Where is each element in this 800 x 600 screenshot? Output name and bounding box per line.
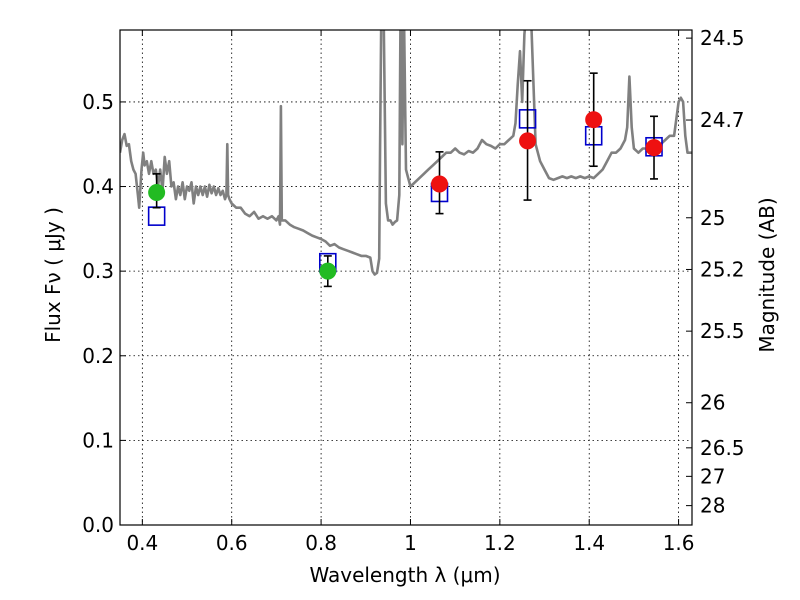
observed-flux-point	[319, 262, 337, 280]
tick-layer: 0.4 0.6 0.8 1 1.2 1.4 1.6 0.0 0.1 0.2 0.3 0.4 0.5 24.…	[82, 26, 744, 555]
y-tick-label: 0.4	[82, 175, 114, 199]
right-tick-label: 27	[700, 464, 725, 488]
right-tick-label: 25.5	[700, 319, 745, 343]
x-tick-label: 0.4	[126, 531, 158, 555]
x-axis-label: Wavelength λ (μm)	[309, 563, 500, 587]
y-tick-label: 0.2	[82, 344, 114, 368]
y-tick-label: 0.1	[82, 428, 114, 452]
y-tick-label: 0.3	[82, 259, 114, 283]
right-tick-label: 25.2	[700, 257, 745, 281]
x-tick-label: 1.6	[663, 531, 695, 555]
observed-flux-point	[148, 183, 166, 201]
y-tick-label: 0.0	[82, 513, 114, 537]
plot-frame	[119, 29, 693, 526]
right-axis-label: Magnitude (AB)	[755, 197, 779, 352]
model-spectrum-line	[120, 30, 692, 276]
observed-flux-point	[645, 139, 663, 157]
right-tick-label: 28	[700, 494, 725, 518]
model-flux-square	[147, 206, 166, 226]
x-tick-label: 0.8	[305, 531, 337, 555]
observed-flux-point	[519, 132, 537, 150]
x-tick-label: 1	[404, 531, 417, 555]
right-tick-label: 26	[700, 391, 725, 415]
y-tick-label: 0.5	[82, 90, 114, 114]
right-tick-label: 26.5	[700, 436, 745, 460]
observed-flux-point	[585, 111, 603, 129]
x-tick-label: 1.4	[573, 531, 605, 555]
grid-layer	[120, 30, 692, 526]
x-tick-label: 1.2	[484, 531, 516, 555]
y-axis-label: Flux Fν ( μJy )	[41, 207, 65, 343]
right-tick-label: 25	[700, 206, 725, 230]
x-tick-label: 0.6	[216, 531, 248, 555]
data-layer	[120, 30, 692, 288]
observed-flux-point	[431, 175, 449, 193]
right-tick-label: 24.7	[700, 108, 745, 132]
right-tick-label: 24.5	[700, 26, 745, 50]
